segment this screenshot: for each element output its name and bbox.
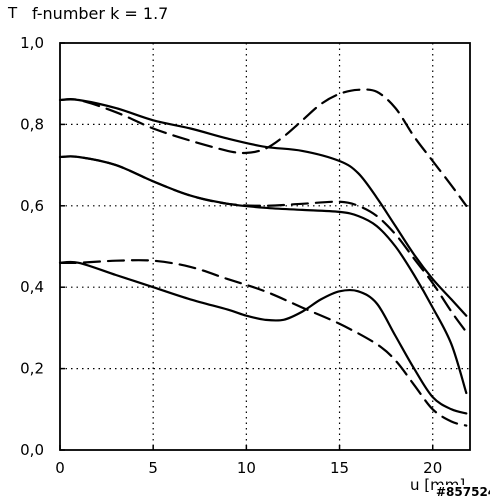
y-axis-label: T	[8, 4, 18, 22]
plot-frame	[59, 42, 471, 451]
series-line-1-solid	[58, 98, 468, 317]
chart-title: f-number k = 1.7	[32, 4, 169, 23]
x-tick-label: 10	[237, 459, 256, 477]
x-tick-label: 5	[148, 459, 158, 477]
y-tick-label: 1,0	[20, 34, 44, 52]
y-tick-label: 0,0	[20, 441, 44, 459]
series-line-5-solid	[58, 260, 468, 415]
series-line-4-dashed	[58, 155, 468, 334]
series-line-2-dashed	[58, 88, 468, 207]
y-tick-label: 0,2	[20, 360, 44, 378]
axis-layer: 0 5 10 15 20 0,0 0,2 0,4 0,6 0,8 1,0	[20, 34, 471, 477]
series-layer	[58, 88, 468, 427]
x-tick-label: 20	[423, 459, 442, 477]
y-tick-label: 0,8	[20, 115, 44, 133]
x-tick-label: 15	[330, 459, 349, 477]
y-tick-label: 0,4	[20, 278, 44, 296]
series-line-6-dashed	[58, 259, 468, 427]
reference-number: #857524	[435, 485, 490, 499]
y-tick-label: 0,6	[20, 197, 44, 215]
x-tick-label: 0	[55, 459, 65, 477]
series-line-3-solid	[58, 155, 468, 395]
